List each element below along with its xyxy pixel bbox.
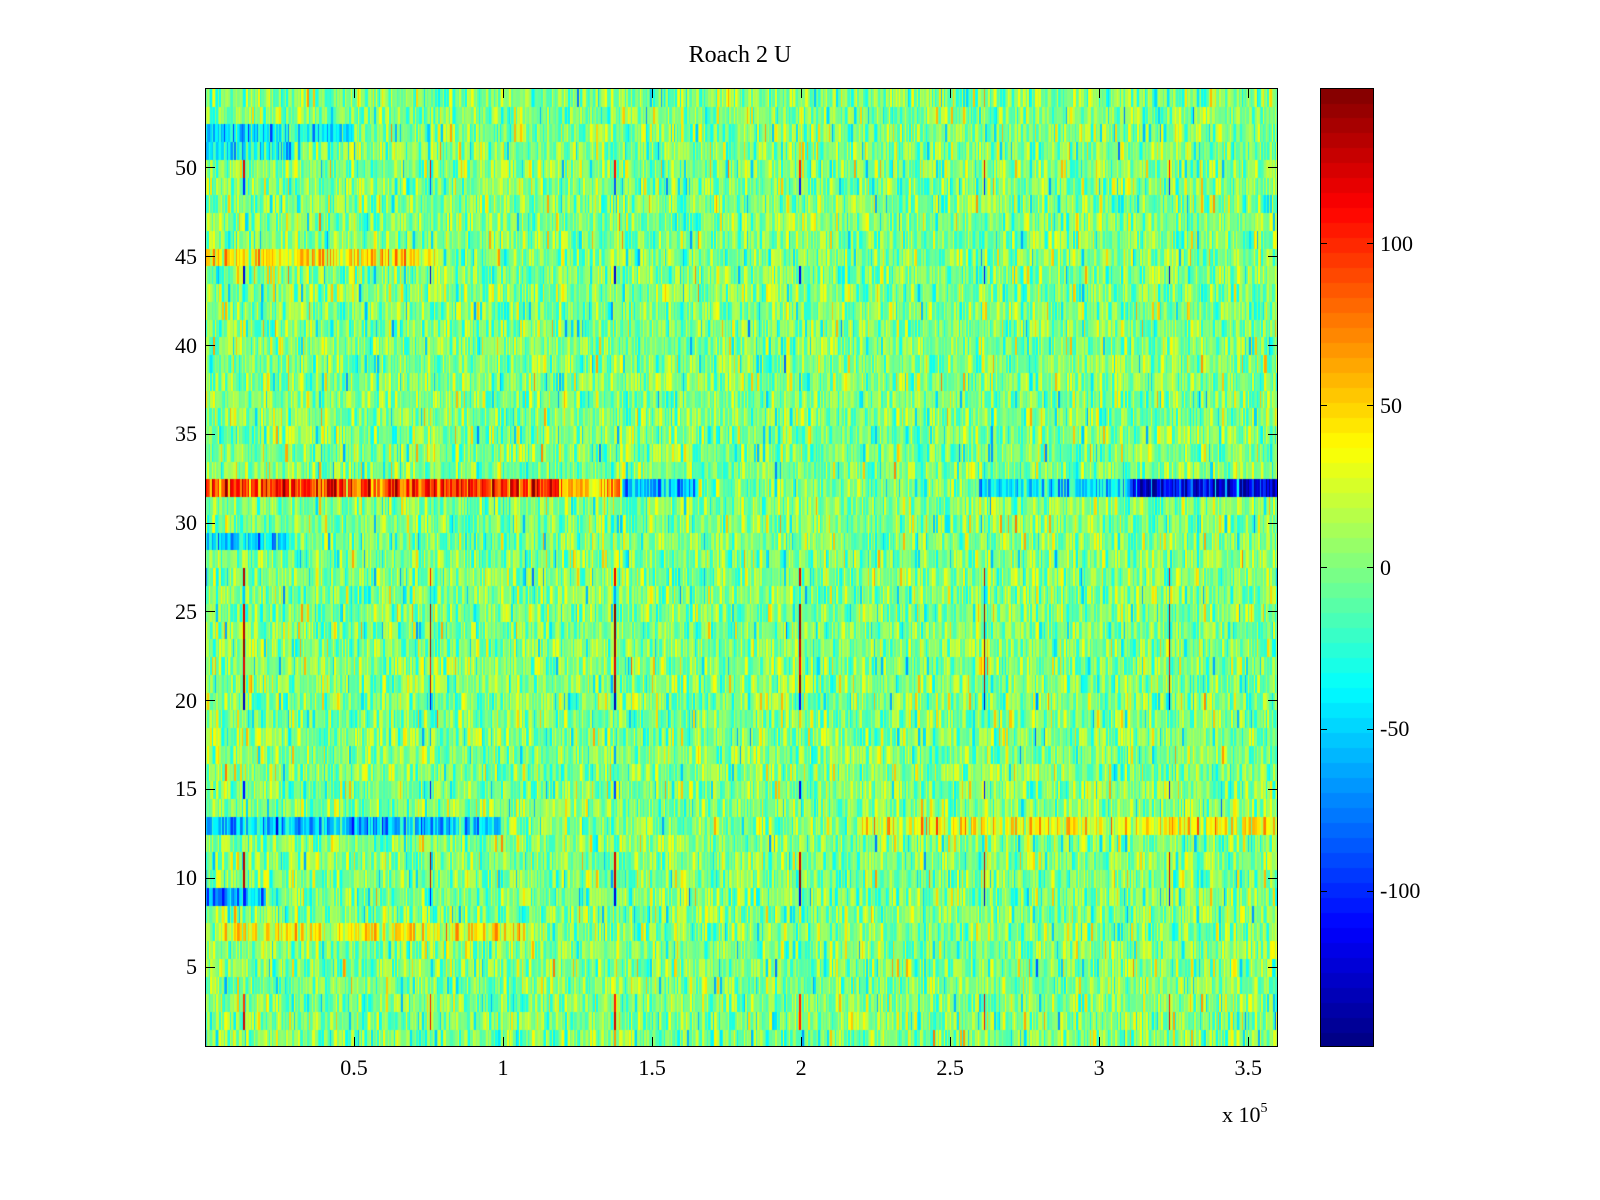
x-tick-mark bbox=[502, 1037, 504, 1047]
x-tick-mark-top bbox=[651, 88, 653, 98]
x-tick-label: 1 bbox=[497, 1055, 509, 1080]
x-tick-mark-top bbox=[353, 88, 355, 98]
x-tick-mark bbox=[1247, 1037, 1249, 1047]
x-tick-mark-top bbox=[800, 88, 802, 98]
y-tick-label: 25 bbox=[175, 598, 197, 624]
colorbar-tick-mark bbox=[1320, 890, 1327, 892]
colorbar-tick-label: -100 bbox=[1380, 878, 1421, 904]
y-tick-mark-right bbox=[1268, 167, 1278, 169]
x-tick-mark-top bbox=[1247, 88, 1249, 98]
y-tick-mark bbox=[205, 256, 215, 258]
chart-title: Roach 2 U bbox=[688, 42, 792, 68]
y-tick-mark-right bbox=[1268, 433, 1278, 435]
x-tick-mark bbox=[1098, 1037, 1100, 1047]
y-tick-mark-right bbox=[1268, 788, 1278, 790]
y-tick-mark bbox=[205, 700, 215, 702]
x-tick-mark bbox=[800, 1037, 802, 1047]
y-tick-mark bbox=[205, 877, 215, 879]
y-tick-label: 5 bbox=[186, 954, 197, 980]
y-tick-mark-right bbox=[1268, 256, 1278, 258]
y-tick-mark-right bbox=[1268, 966, 1278, 968]
x-tick-label: 2.5 bbox=[936, 1055, 964, 1080]
y-tick-mark bbox=[205, 966, 215, 968]
heatmap-cells bbox=[205, 88, 1278, 1047]
y-tick-label: 35 bbox=[175, 421, 197, 447]
y-tick-label: 50 bbox=[175, 154, 197, 180]
x-tick-label: 3.5 bbox=[1234, 1055, 1262, 1080]
colorbar-tick-mark-right bbox=[1367, 567, 1374, 568]
y-tick-label: 45 bbox=[175, 243, 197, 269]
y-tick-mark-right bbox=[1268, 345, 1278, 346]
y-tick-mark bbox=[205, 167, 215, 169]
x-tick-mark-top bbox=[1098, 88, 1100, 98]
colorbar-gradient bbox=[1320, 88, 1374, 1047]
x-tick-mark-top bbox=[502, 88, 504, 98]
colorbar-tick-label: 0 bbox=[1380, 554, 1391, 580]
y-tick-mark-right bbox=[1268, 877, 1278, 879]
y-tick-mark-right bbox=[1268, 522, 1278, 524]
colorbar-tick-mark-right bbox=[1367, 243, 1374, 244]
y-tick-label: 15 bbox=[175, 776, 197, 802]
y-tick-label: 30 bbox=[175, 510, 197, 536]
x-tick-label: 1.5 bbox=[638, 1055, 666, 1080]
y-tick-mark bbox=[205, 433, 215, 435]
heatmap-plot-area bbox=[205, 88, 1278, 1047]
y-tick-mark bbox=[205, 611, 215, 613]
x-multiplier-exponent: 5 bbox=[1260, 1100, 1268, 1116]
y-tick-label: 40 bbox=[175, 332, 197, 358]
x-tick-label: 2 bbox=[795, 1055, 807, 1080]
colorbar-tick-mark bbox=[1320, 567, 1327, 568]
colorbar bbox=[1320, 88, 1374, 1047]
y-tick-mark-right bbox=[1268, 611, 1278, 613]
colorbar-tick-label: 100 bbox=[1380, 230, 1413, 256]
y-tick-label: 10 bbox=[175, 865, 197, 891]
colorbar-tick-mark bbox=[1320, 728, 1327, 730]
colorbar-tick-mark-right bbox=[1367, 405, 1374, 406]
x-tick-mark-top bbox=[949, 88, 951, 98]
colorbar-tick-mark bbox=[1320, 405, 1327, 406]
y-tick-label: 20 bbox=[175, 687, 197, 713]
y-tick-mark-right bbox=[1268, 700, 1278, 702]
y-tick-mark bbox=[205, 522, 215, 524]
x-tick-mark bbox=[651, 1037, 653, 1047]
x-tick-mark bbox=[353, 1037, 355, 1047]
colorbar-tick-label: -50 bbox=[1380, 716, 1410, 742]
y-tick-mark bbox=[205, 788, 215, 790]
colorbar-tick-mark bbox=[1320, 243, 1327, 244]
x-multiplier-base: x 10 bbox=[1222, 1102, 1261, 1127]
x-tick-label: 3 bbox=[1093, 1055, 1105, 1080]
x-tick-mark bbox=[949, 1037, 951, 1047]
colorbar-tick-mark-right bbox=[1367, 890, 1374, 892]
colorbar-tick-mark-right bbox=[1367, 728, 1374, 730]
x-tick-label: 0.5 bbox=[340, 1055, 368, 1080]
x-axis-multiplier: x 105 bbox=[1222, 1100, 1268, 1128]
y-tick-mark bbox=[205, 345, 215, 346]
colorbar-tick-label: 50 bbox=[1380, 392, 1402, 418]
